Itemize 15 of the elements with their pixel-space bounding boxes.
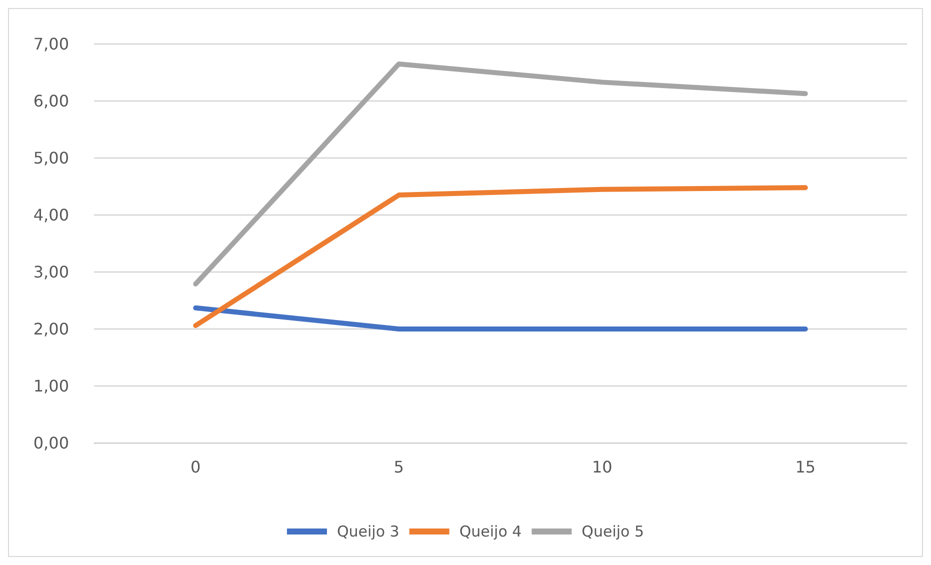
y-tick-label: 2,00 (33, 320, 69, 338)
legend-label: Queijo 4 (459, 522, 522, 540)
y-tick-label: 6,00 (33, 92, 69, 110)
x-tick-label: 5 (394, 458, 404, 476)
legend-label: Queijo 3 (336, 522, 400, 540)
y-tick-label: 7,00 (33, 34, 69, 54)
y-tick-label: 3,00 (33, 262, 69, 282)
x-tick-label: 15 (795, 458, 816, 476)
x-tick-label: 0 (190, 458, 201, 476)
x-tick-label: 10 (592, 458, 612, 476)
y-tick-label: 1,00 (33, 376, 69, 396)
y-tick-label: 0,00 (33, 434, 69, 452)
y-tick-label: 5,00 (33, 148, 69, 168)
legend-label: Queijo 5 (582, 522, 644, 540)
y-tick-label: 4,00 (33, 206, 69, 224)
